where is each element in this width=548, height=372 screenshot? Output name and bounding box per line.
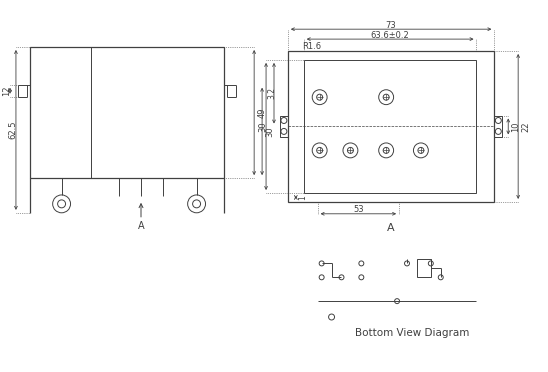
Bar [494, 116, 503, 137]
Text: 63.6±0.2: 63.6±0.2 [371, 31, 409, 40]
Text: 73: 73 [386, 21, 397, 30]
Text: 62.5: 62.5 [8, 121, 18, 139]
Text: A: A [387, 223, 395, 233]
Text: 12: 12 [3, 86, 12, 96]
Text: 49: 49 [257, 107, 266, 118]
Text: 30: 30 [265, 126, 274, 137]
Text: 22: 22 [521, 121, 530, 132]
Text: Bottom View Diagram: Bottom View Diagram [355, 328, 469, 338]
Bar [288, 51, 494, 202]
Bar [417, 259, 431, 277]
Bar [280, 116, 288, 137]
Text: A: A [138, 221, 144, 231]
Text: 53: 53 [353, 205, 364, 214]
Text: 3.2: 3.2 [267, 87, 277, 99]
Text: 10: 10 [511, 121, 520, 132]
Bar [30, 47, 224, 178]
Text: 30: 30 [259, 121, 267, 132]
Text: 1: 1 [298, 195, 307, 200]
Bar [304, 60, 476, 193]
Text: R1.6: R1.6 [302, 42, 321, 51]
